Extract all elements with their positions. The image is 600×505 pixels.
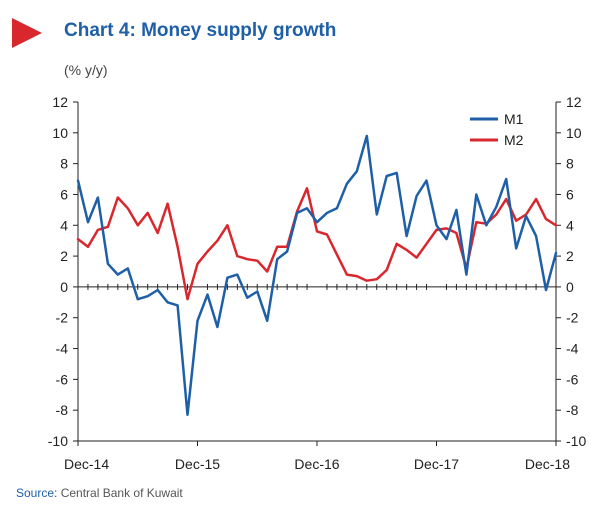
y-tick-label-left: 4	[60, 217, 68, 233]
y-tick-label-left: -8	[56, 402, 69, 418]
y-tick-label-right: -8	[566, 402, 579, 418]
x-tick-label: Dec-16	[294, 456, 339, 472]
x-tick-label: Dec-15	[175, 456, 220, 472]
y-tick-label-left: 6	[60, 186, 68, 202]
chart-title: Chart 4: Money supply growth	[64, 20, 337, 41]
y-tick-label-left: 2	[60, 248, 68, 264]
x-tick-label: Dec-14	[64, 456, 109, 472]
y-tick-label-right: -4	[566, 341, 579, 357]
y-tick-label-left: -4	[56, 341, 69, 357]
y-tick-label-right: 4	[566, 217, 574, 233]
series-line-m1	[76, 134, 558, 417]
source-line: Source: Central Bank of Kuwait	[16, 486, 183, 500]
series-line-m2	[76, 187, 558, 301]
y-tick-label-right: 0	[566, 279, 574, 295]
y-tick-label-right: -6	[566, 371, 579, 387]
y-tick-label-right: 2	[566, 248, 574, 264]
y-tick-label-left: -2	[56, 310, 69, 326]
x-tick-label: Dec-18	[525, 456, 570, 472]
y-tick-label-left: -6	[56, 371, 69, 387]
source-label: Source:	[16, 486, 58, 500]
y-tick-label-left: 0	[60, 279, 68, 295]
legend-label-m1: M1	[504, 111, 524, 127]
source-text: Central Bank of Kuwait	[60, 486, 183, 500]
y-tick-label-right: -10	[566, 433, 586, 449]
y-tick-label-right: -2	[566, 310, 579, 326]
y-tick-label-left: 10	[52, 125, 68, 141]
y-tick-label-right: 6	[566, 186, 574, 202]
y-tick-label-left: -10	[48, 433, 68, 449]
y-tick-label-right: 12	[566, 94, 582, 110]
title-accent-arrow-icon	[12, 18, 42, 48]
y-tick-label-right: 8	[566, 156, 574, 172]
x-tick-label: Dec-17	[414, 456, 459, 472]
y-tick-label-left: 12	[52, 94, 68, 110]
y-tick-label-right: 10	[566, 125, 582, 141]
chart-subtitle: (% y/y)	[64, 62, 108, 78]
legend-label-m2: M2	[504, 132, 524, 148]
y-tick-label-left: 8	[60, 156, 68, 172]
